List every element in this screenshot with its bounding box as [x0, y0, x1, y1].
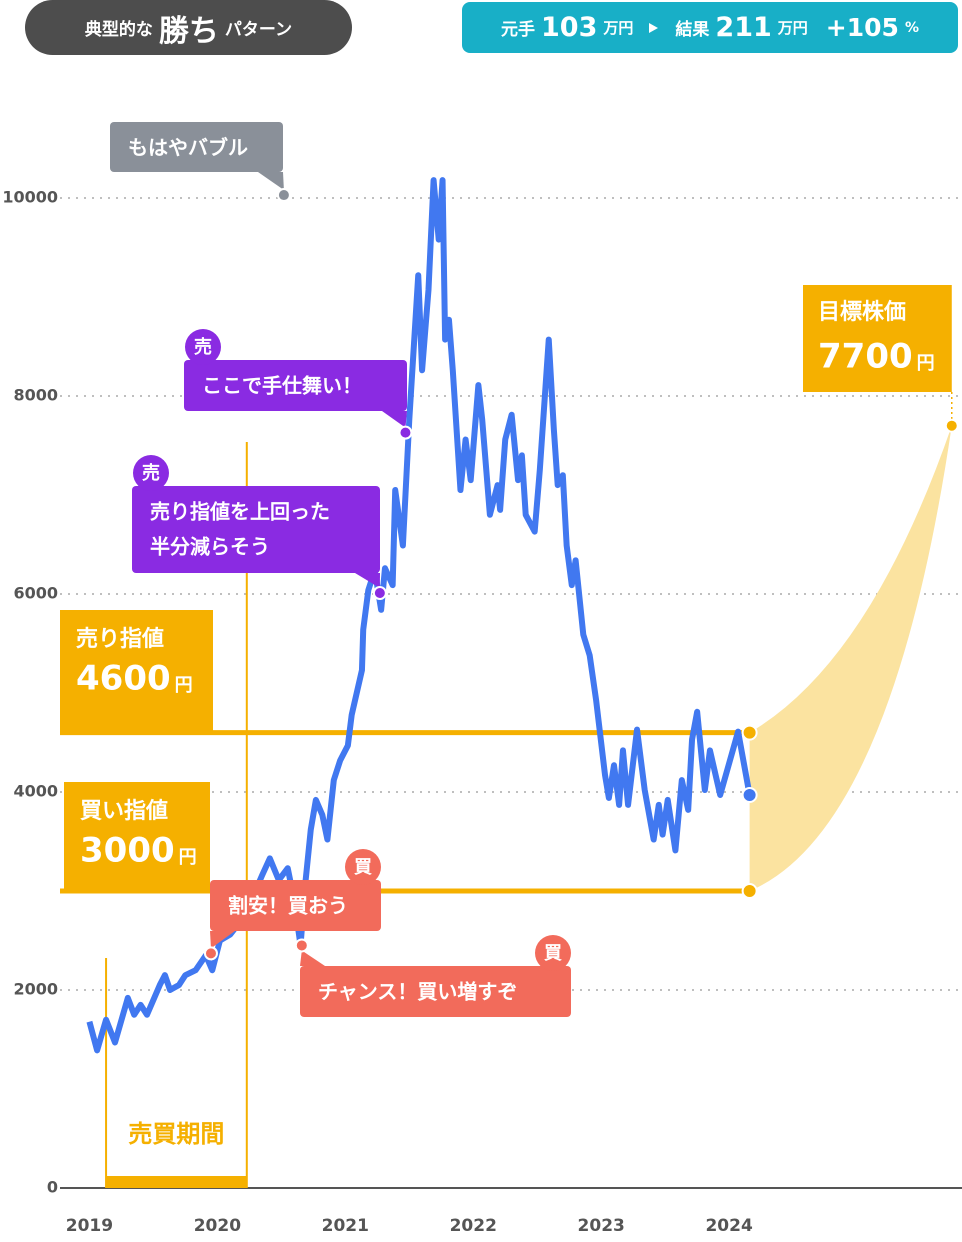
start-unit: 万円 [603, 19, 634, 37]
callout-text: 半分減らそう [150, 535, 270, 559]
callout-badge-text: 売 [194, 336, 212, 358]
callout-text: チャンス！買い増すぞ [318, 980, 517, 1004]
buy_limit-box [64, 782, 210, 893]
callout-box [110, 122, 283, 172]
sell_limit-box [60, 610, 213, 735]
callout-text: もはやバブル [128, 136, 248, 160]
annotation-point [398, 425, 413, 440]
sell_limit-label: 売り指値 [76, 626, 164, 652]
y-tick-label: 0 [47, 1178, 58, 1197]
x-tick-label: 2019 [66, 1216, 113, 1236]
y-tick-label: 10000 [2, 188, 58, 207]
callout-badge-text: 売 [142, 462, 160, 484]
y-tick-label: 6000 [13, 584, 58, 603]
target-unit: 円 [917, 353, 935, 374]
summary-box: 元手 103 万円 結果 211 万円 +105 % [462, 2, 958, 53]
buy_limit-unit: 円 [179, 847, 197, 868]
y-tick-label: 4000 [13, 782, 58, 801]
y-tick-label: 8000 [13, 386, 58, 405]
start-label: 元手 [501, 20, 536, 40]
callout-text: ここで手仕舞い！ [202, 374, 362, 398]
projection-band [749, 425, 952, 891]
start-value: 103 [541, 12, 598, 43]
annotation-point [276, 188, 291, 203]
buy_limit-end-point [741, 883, 758, 899]
callout-box [300, 966, 571, 1017]
x-tick-label: 2024 [705, 1216, 752, 1236]
buy_limit-label: 買い指値 [80, 799, 168, 824]
end-label: 結果 [675, 20, 710, 40]
title-pre: 典型的な [84, 20, 153, 40]
change-unit: % [904, 19, 919, 36]
change-value: +105 [825, 13, 899, 42]
end-value: 211 [715, 12, 772, 43]
title-post: パターン [224, 20, 293, 40]
sell_limit-value: 4600 [76, 659, 171, 699]
annotation-point [372, 586, 387, 601]
target-point [944, 418, 959, 433]
callout-box [132, 486, 380, 573]
callout-tail [258, 172, 284, 191]
x-tick-label: 2020 [194, 1216, 241, 1236]
title-main: 勝ち [158, 13, 219, 49]
buy_limit-value: 3000 [80, 831, 175, 871]
target-value: 7700 [818, 337, 913, 377]
callout-tail [210, 931, 235, 949]
y-tick-label: 2000 [13, 980, 58, 999]
target-box [803, 285, 952, 392]
arrow-icon [649, 22, 659, 33]
callout-text: 割安！買おう [228, 894, 348, 918]
callout-tail [300, 950, 325, 966]
callout-box [210, 880, 381, 931]
end-unit: 万円 [777, 19, 808, 37]
target-label: 目標株価 [818, 300, 906, 325]
x-tick-label: 2022 [450, 1216, 497, 1236]
callout-badge [535, 935, 571, 971]
x-tick-label: 2021 [322, 1216, 369, 1236]
callout-badge [345, 849, 381, 885]
callout-badge-text: 買 [354, 857, 372, 878]
last-point [741, 786, 758, 803]
callout-tail [382, 411, 407, 428]
callout-text: 売り指値を上回った [150, 500, 330, 524]
annotation-point [203, 946, 218, 961]
callout-badge [133, 455, 169, 491]
callout-tail [355, 573, 380, 589]
period-label: 売買期間 [128, 1120, 224, 1148]
sell_limit-end-point [741, 724, 758, 741]
callout-badge-text: 買 [544, 943, 562, 964]
callout-box [184, 360, 407, 411]
sell_limit-unit: 円 [175, 675, 193, 696]
title-pill: 典型的な 勝ち パターン [25, 0, 352, 55]
x-tick-label: 2023 [578, 1216, 625, 1236]
period-bar [106, 1176, 247, 1188]
annotation-point [294, 938, 309, 953]
callout-badge [185, 329, 221, 365]
